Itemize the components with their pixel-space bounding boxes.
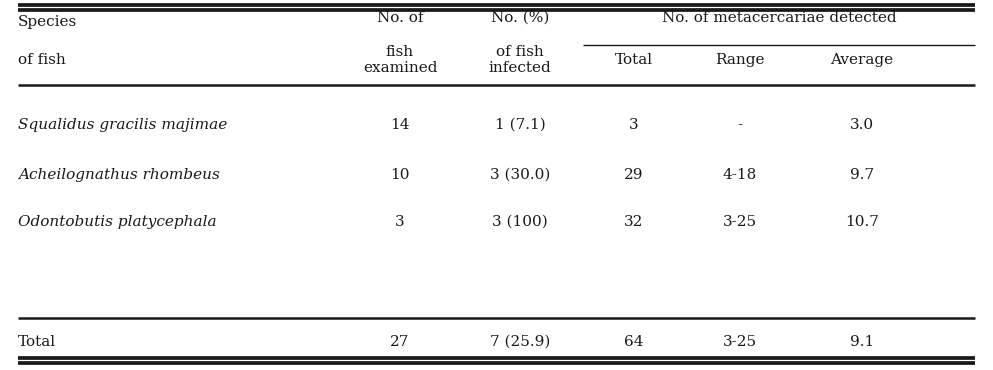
Text: No. of: No. of bbox=[376, 11, 423, 25]
Text: No. of metacercariae detected: No. of metacercariae detected bbox=[661, 11, 897, 25]
Text: fish: fish bbox=[386, 45, 414, 59]
Text: infected: infected bbox=[489, 61, 551, 75]
Text: 1 (7.1): 1 (7.1) bbox=[495, 118, 545, 132]
Text: 27: 27 bbox=[390, 335, 410, 349]
Text: of fish: of fish bbox=[18, 53, 66, 67]
Text: Total: Total bbox=[615, 53, 653, 67]
Text: 4-18: 4-18 bbox=[723, 168, 757, 182]
Text: 14: 14 bbox=[390, 118, 410, 132]
Text: 3: 3 bbox=[630, 118, 638, 132]
Text: 3.0: 3.0 bbox=[850, 118, 874, 132]
Text: Acheilognathus rhombeus: Acheilognathus rhombeus bbox=[18, 168, 219, 182]
Text: 3 (100): 3 (100) bbox=[493, 215, 548, 229]
Text: 3: 3 bbox=[395, 215, 405, 229]
Text: 9.1: 9.1 bbox=[850, 335, 874, 349]
Text: Odontobutis platycephala: Odontobutis platycephala bbox=[18, 215, 216, 229]
Text: of fish: of fish bbox=[496, 45, 544, 59]
Text: -: - bbox=[738, 118, 743, 132]
Text: Total: Total bbox=[18, 335, 57, 349]
Text: No. (%): No. (%) bbox=[491, 11, 549, 25]
Text: 32: 32 bbox=[625, 215, 643, 229]
Text: 29: 29 bbox=[625, 168, 643, 182]
Text: 10: 10 bbox=[390, 168, 410, 182]
Text: 3 (30.0): 3 (30.0) bbox=[490, 168, 550, 182]
Text: examined: examined bbox=[362, 61, 437, 75]
Text: Average: Average bbox=[830, 53, 894, 67]
Text: Range: Range bbox=[715, 53, 765, 67]
Text: 3-25: 3-25 bbox=[723, 335, 757, 349]
Text: 7 (25.9): 7 (25.9) bbox=[490, 335, 550, 349]
Text: Squalidus gracilis majimae: Squalidus gracilis majimae bbox=[18, 118, 227, 132]
Text: 9.7: 9.7 bbox=[850, 168, 874, 182]
Text: Species: Species bbox=[18, 15, 77, 29]
Text: 3-25: 3-25 bbox=[723, 215, 757, 229]
Text: 10.7: 10.7 bbox=[845, 215, 879, 229]
Text: 64: 64 bbox=[625, 335, 643, 349]
